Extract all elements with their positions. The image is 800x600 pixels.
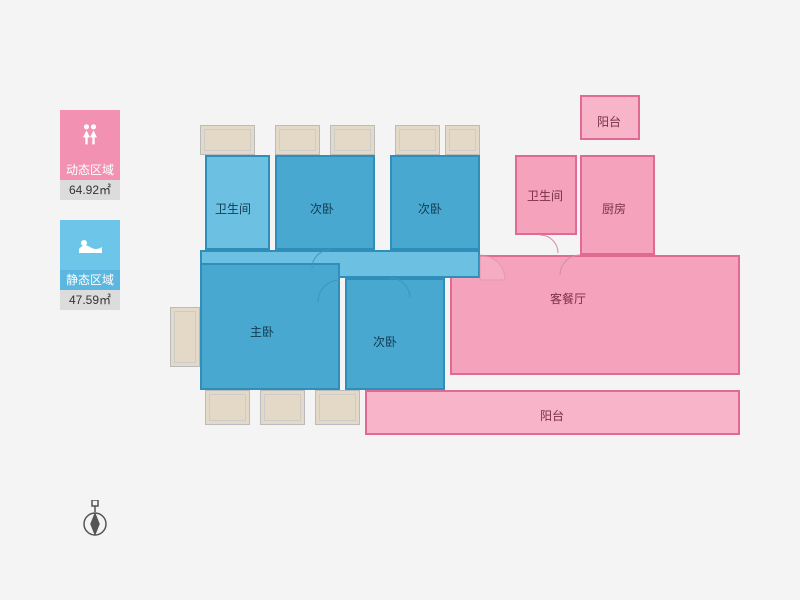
legend-static: 静态区域 47.59㎡	[60, 220, 130, 310]
floor-plan: 客餐厅厨房卫生间阳台阳台主卧次卧次卧次卧卫生间	[180, 85, 750, 480]
dynamic-zone-icon	[60, 110, 120, 160]
room-balcony-bottom	[365, 390, 740, 435]
legend-dynamic: 动态区域 64.92㎡	[60, 110, 130, 200]
hatch-block	[170, 307, 200, 367]
hatch-block	[200, 125, 255, 155]
hatch-block	[205, 390, 250, 425]
legend-static-label: 静态区域	[60, 270, 120, 290]
room-bathroom-static	[205, 155, 270, 250]
legend-panel: 动态区域 64.92㎡ 静态区域 47.59㎡	[60, 110, 130, 330]
room-balcony-top	[580, 95, 640, 140]
legend-dynamic-label: 动态区域	[60, 160, 120, 180]
hatch-block	[445, 125, 480, 155]
room-kitchen	[580, 155, 655, 255]
hatch-block	[330, 125, 375, 155]
room-secondary-3	[345, 278, 445, 390]
hatch-block	[260, 390, 305, 425]
legend-static-value: 47.59㎡	[60, 290, 120, 310]
room-living-dining	[450, 255, 740, 375]
compass-icon	[80, 500, 110, 540]
hatch-block	[395, 125, 440, 155]
hatch-block	[275, 125, 320, 155]
room-secondary-2	[390, 155, 480, 250]
room-bathroom-dyn	[515, 155, 577, 235]
room-master	[200, 263, 340, 390]
hatch-block	[315, 390, 360, 425]
room-secondary-1	[275, 155, 375, 250]
static-zone-icon	[60, 220, 120, 270]
legend-dynamic-value: 64.92㎡	[60, 180, 120, 200]
